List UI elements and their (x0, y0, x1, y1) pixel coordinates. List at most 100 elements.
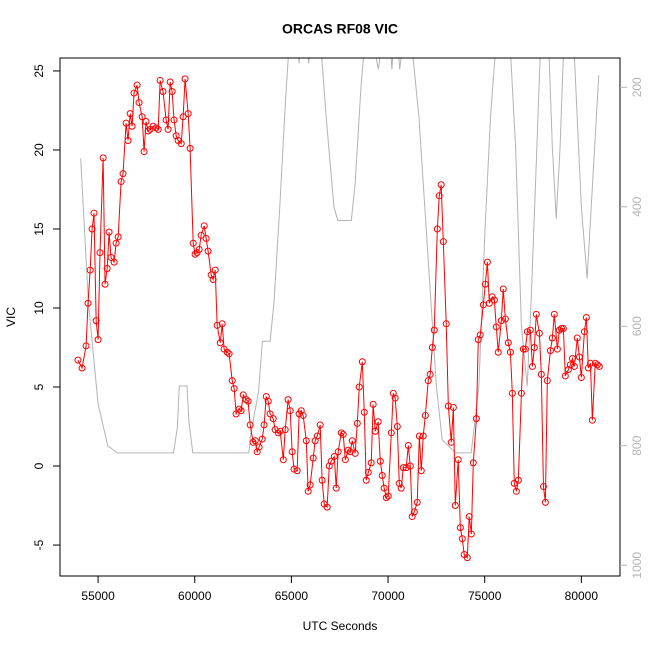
data-point (442, 320, 450, 328)
data-point (456, 524, 464, 532)
data-point (384, 492, 392, 500)
data-point (138, 113, 146, 121)
data-point (142, 118, 150, 126)
data-point (225, 350, 233, 358)
data-point (351, 449, 359, 457)
data-point (119, 170, 127, 178)
y-tick-label: 25 (32, 64, 46, 78)
data-point (449, 404, 457, 412)
data-point (218, 320, 226, 328)
data-point (144, 127, 152, 135)
data-point (274, 429, 282, 437)
data-point (553, 345, 561, 353)
data-point (330, 453, 338, 461)
data-point (279, 456, 287, 464)
y2-tick-label: 400 (630, 196, 644, 216)
data-point (288, 448, 296, 456)
data-point (582, 313, 590, 321)
data-point (501, 315, 509, 323)
data-point (124, 136, 132, 144)
data-point (266, 410, 274, 418)
data-point (389, 389, 397, 397)
data-point (269, 415, 277, 423)
data-point (537, 370, 545, 378)
data-point (382, 494, 390, 502)
data-point (299, 411, 307, 419)
data-point (376, 457, 384, 465)
plot-area (74, 58, 603, 562)
data-point (521, 345, 529, 353)
data-point (402, 464, 410, 472)
data-point (371, 427, 379, 435)
data-point (211, 266, 219, 274)
data-point (476, 331, 484, 339)
data-point (260, 421, 268, 429)
data-point (421, 411, 429, 419)
data-point (369, 400, 377, 408)
data-point (341, 456, 349, 464)
data-point (258, 435, 266, 443)
y2-tick-label: 1000 (630, 552, 644, 579)
data-point (293, 467, 301, 475)
data-point (74, 356, 82, 364)
data-point (530, 343, 538, 351)
data-point (337, 429, 345, 437)
data-point (309, 454, 317, 462)
data-point (105, 228, 113, 236)
data-point (506, 348, 514, 356)
data-point (428, 343, 436, 351)
data-point (325, 462, 333, 470)
data-point (114, 233, 122, 241)
data-point (195, 246, 203, 254)
data-point (497, 317, 505, 325)
data-point (424, 377, 432, 385)
data-point (469, 459, 477, 467)
data-point (573, 334, 581, 342)
data-point (548, 334, 556, 342)
data-point (458, 535, 466, 543)
data-point (318, 476, 326, 484)
data-point (575, 353, 583, 361)
data-point (133, 81, 141, 89)
data-point (216, 339, 224, 347)
data-point (415, 432, 423, 440)
y2-tick-label: 800 (630, 435, 644, 455)
data-point (177, 140, 185, 148)
data-point (327, 457, 335, 465)
data-point (184, 110, 192, 118)
data-point (332, 484, 340, 492)
data-point (213, 321, 221, 329)
data-point (237, 407, 245, 415)
data-point (94, 336, 102, 344)
x-tick-label: 60000 (178, 589, 212, 603)
data-point (474, 336, 482, 344)
data-point (543, 377, 551, 385)
data-point (570, 362, 578, 370)
data-point (362, 476, 370, 484)
x-tick-label: 55000 (81, 589, 115, 603)
data-point (235, 405, 243, 413)
data-point (550, 310, 558, 318)
data-point (395, 479, 403, 487)
data-point (179, 113, 187, 121)
x-axis-label: UTC Seconds (303, 619, 378, 633)
data-point (539, 483, 547, 491)
data-point (96, 249, 104, 257)
data-point (159, 88, 167, 96)
data-point (588, 416, 596, 424)
data-point (154, 125, 162, 133)
data-point (223, 348, 231, 356)
y-axis-label: VIC (4, 307, 18, 327)
data-point (92, 317, 100, 325)
y-tick-label: 10 (32, 301, 46, 315)
data-point (406, 462, 414, 470)
y-tick-label: 20 (32, 143, 46, 157)
data-point (413, 498, 421, 506)
x-tick-label: 65000 (275, 589, 309, 603)
data-point (90, 209, 98, 217)
y-tick-label: 0 (32, 462, 46, 469)
data-point (532, 310, 540, 318)
data-point (110, 258, 118, 266)
data-point (568, 355, 576, 363)
series-line (77, 78, 600, 559)
